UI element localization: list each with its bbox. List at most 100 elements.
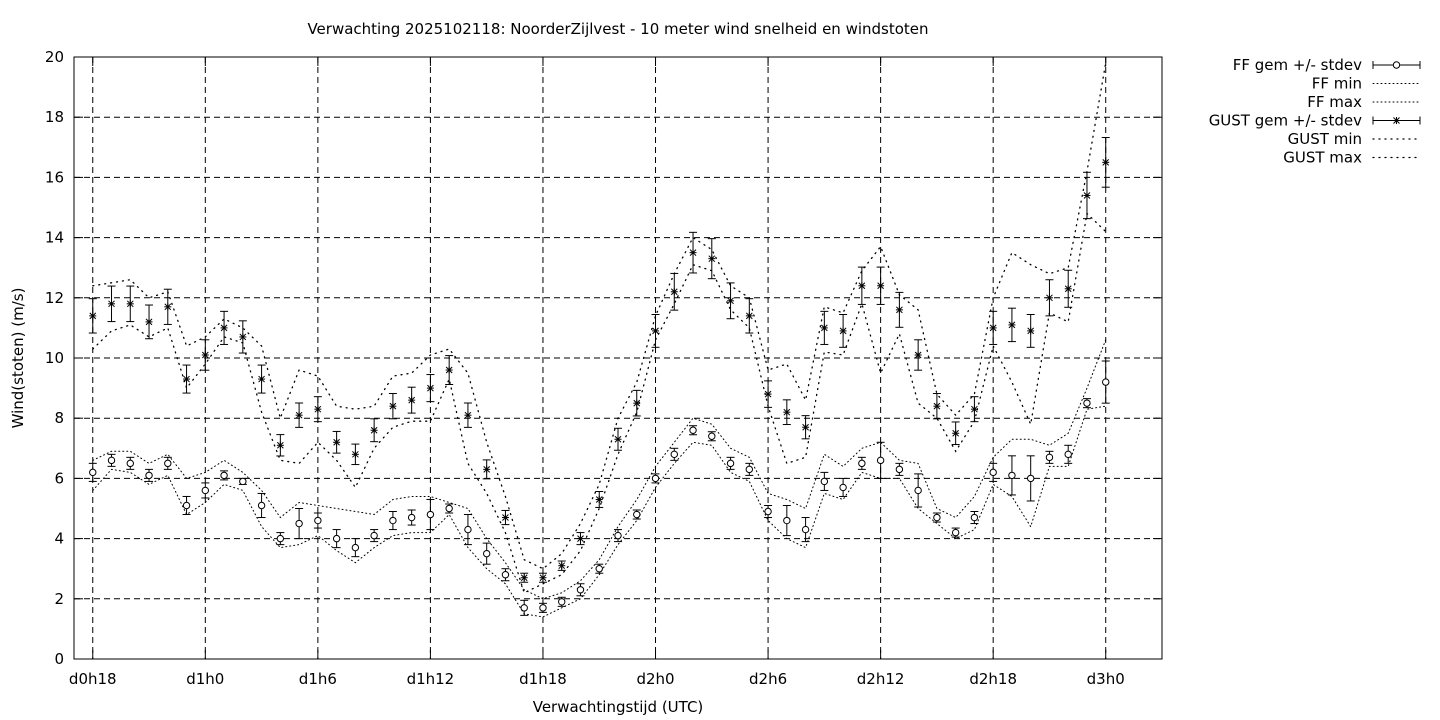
gust-point <box>126 300 134 308</box>
gust-point <box>483 465 491 473</box>
gust-point <box>351 450 359 458</box>
series-line <box>92 405 1107 618</box>
legend-label: GUST gem +/- stdev <box>1209 112 1362 130</box>
ff-point <box>445 504 453 513</box>
gust-point <box>895 306 903 314</box>
ff-point <box>876 456 885 465</box>
ff-point <box>407 513 416 522</box>
gust-point <box>89 312 97 320</box>
x-tick-label: d1h0 <box>186 670 224 688</box>
gust-point <box>426 384 434 392</box>
ff-point <box>89 468 97 477</box>
ff-point <box>1064 450 1072 459</box>
gust-point <box>520 574 528 582</box>
y-tick-label: 16 <box>45 168 64 186</box>
x-axis-label: Verwachtingstijd (UTC) <box>533 698 704 716</box>
y-tick-label: 2 <box>54 590 64 608</box>
ff-point <box>858 459 866 468</box>
ff-point <box>1045 453 1054 462</box>
ff-point <box>520 604 528 612</box>
y-tick-label: 8 <box>54 409 64 427</box>
series-layer <box>88 62 1110 618</box>
legend-label: FF gem +/- stdev <box>1233 56 1362 74</box>
ff-point <box>464 525 472 534</box>
y-tick-label: 14 <box>45 229 64 247</box>
ff-point <box>726 459 735 468</box>
ff-point <box>558 598 566 606</box>
gust-point <box>1064 285 1072 293</box>
ff-point <box>839 483 847 492</box>
ff-point <box>651 474 660 483</box>
x-tick-label: d0h18 <box>69 670 117 688</box>
legend-label: FF min <box>1312 75 1362 93</box>
x-tick-label: d2h0 <box>636 670 674 688</box>
gust-point <box>295 411 303 419</box>
gust-point <box>1102 158 1110 166</box>
gust-point <box>652 327 660 335</box>
gust-point <box>314 405 322 413</box>
x-tick-label: d2h6 <box>749 670 787 688</box>
ff-point <box>351 543 360 552</box>
ff-point <box>801 525 810 534</box>
gust-point <box>858 282 866 290</box>
ff-point <box>820 477 829 486</box>
legend-marker <box>1392 61 1401 69</box>
ff-point <box>501 571 510 579</box>
gust-point <box>670 288 678 296</box>
ff-point <box>970 513 979 522</box>
ff-point <box>951 528 960 537</box>
gust-point <box>989 324 997 332</box>
gust-point <box>914 351 922 359</box>
ff-point <box>689 426 697 434</box>
gust-point <box>689 249 697 257</box>
gust-point <box>445 366 453 374</box>
ff-point <box>126 459 134 468</box>
gust-point <box>1045 294 1053 302</box>
gust-point <box>164 303 172 311</box>
gust-point <box>108 300 116 308</box>
gust-point <box>1027 327 1035 335</box>
y-tick-label: 12 <box>45 289 64 307</box>
gust-point <box>727 297 735 305</box>
y-tick-label: 20 <box>45 48 64 66</box>
series-5 <box>92 62 1107 570</box>
ff-point <box>670 450 678 459</box>
ff-point <box>895 465 904 474</box>
legend-label: GUST max <box>1283 149 1362 167</box>
gust-point <box>614 435 622 443</box>
ff-point <box>332 534 341 543</box>
ff-point <box>595 565 603 573</box>
legend-label: GUST min <box>1288 130 1362 148</box>
gust-point <box>802 423 810 431</box>
ff-point <box>426 510 435 519</box>
ff-point <box>314 516 322 525</box>
ff-point <box>145 471 153 480</box>
ff-point <box>914 486 922 495</box>
gust-point <box>145 318 153 326</box>
ff-point <box>220 471 228 480</box>
gust-point <box>220 324 228 332</box>
gust-point <box>258 375 266 383</box>
x-tick-label: d1h18 <box>519 670 567 688</box>
ff-point <box>633 510 641 519</box>
gust-point <box>708 255 716 263</box>
series-1 <box>92 405 1107 618</box>
series-line <box>92 339 1107 600</box>
ff-point <box>783 516 791 525</box>
gust-point <box>539 574 547 582</box>
ff-point <box>257 501 266 510</box>
ff-point <box>614 531 622 540</box>
plot-frame <box>73 56 1163 660</box>
axis-ticks: 0 2 4 6 8 10 12 14 16 18 20 d0h18 d1h0 d1h6 d1h12 d1h18… <box>45 48 1162 688</box>
gust-point <box>276 441 284 449</box>
ff-point <box>745 465 754 474</box>
series-line <box>92 62 1107 570</box>
ff-point <box>482 549 491 558</box>
ff-point <box>1083 399 1091 407</box>
ff-point <box>708 432 716 440</box>
gust-point <box>389 402 397 410</box>
x-tick-label: d2h18 <box>969 670 1017 688</box>
ff-point <box>239 477 247 486</box>
ff-point <box>182 501 191 510</box>
